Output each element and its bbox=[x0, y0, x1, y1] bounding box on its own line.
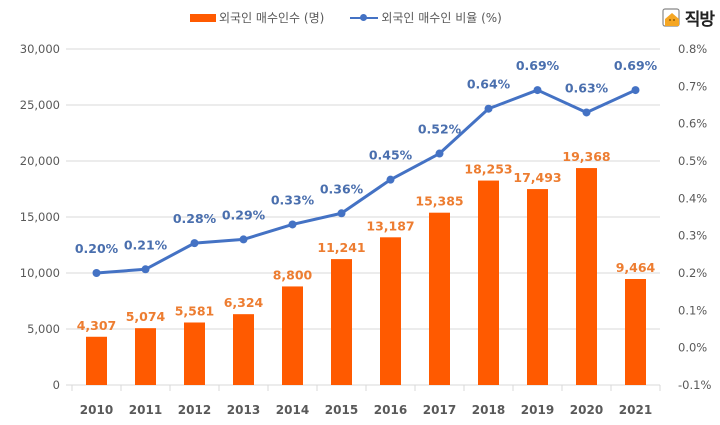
line-point bbox=[239, 235, 248, 244]
legend-item-bar[interactable]: 외국인 매수인수 (명) bbox=[190, 9, 324, 26]
right-axis-tick-label: 0.8% bbox=[678, 42, 707, 56]
line-data-label: 0.21% bbox=[124, 237, 168, 252]
bar bbox=[527, 189, 548, 385]
legend-item-line[interactable]: 외국인 매수인 비율 (%) bbox=[350, 9, 502, 26]
right-axis-tick-label: 0.4% bbox=[678, 191, 707, 205]
line-point bbox=[582, 108, 591, 117]
line-point bbox=[631, 86, 640, 95]
left-axis-tick-label: 10,000 bbox=[20, 266, 60, 280]
line-data-label: 0.63% bbox=[565, 80, 609, 95]
bar-data-label: 8,800 bbox=[273, 267, 313, 282]
left-axis-tick-label: 20,000 bbox=[20, 154, 60, 168]
line-data-label: 0.69% bbox=[614, 58, 658, 73]
bar-data-label: 15,385 bbox=[415, 194, 463, 209]
bar-data-label: 11,241 bbox=[317, 240, 365, 255]
bar bbox=[576, 168, 597, 385]
line-point bbox=[484, 104, 493, 113]
x-axis-tick-label: 2014 bbox=[276, 403, 309, 417]
bar-data-label: 4,307 bbox=[77, 318, 117, 333]
brand-logo: 직방 bbox=[662, 5, 715, 30]
bar bbox=[184, 322, 205, 385]
right-axis-tick-label: 0.6% bbox=[678, 117, 707, 131]
bar-data-label: 5,581 bbox=[175, 303, 215, 318]
bar bbox=[380, 237, 401, 385]
x-axis-tick-label: 2021 bbox=[619, 403, 652, 417]
x-axis-tick-label: 2013 bbox=[227, 403, 260, 417]
line-data-label: 0.52% bbox=[418, 122, 462, 137]
line-point bbox=[190, 239, 199, 248]
line-data-label: 0.45% bbox=[369, 148, 413, 163]
x-axis-tick-label: 2015 bbox=[325, 403, 358, 417]
legend-line-label: 외국인 매수인 비율 (%) bbox=[381, 11, 502, 25]
ratio-line bbox=[96, 88, 637, 275]
right-axis-tick-label: -0.1% bbox=[678, 378, 711, 392]
legend-bar-label: 외국인 매수인수 (명) bbox=[219, 11, 325, 25]
line-point bbox=[533, 86, 542, 95]
bar-data-label: 6,324 bbox=[224, 295, 264, 310]
bar bbox=[282, 286, 303, 385]
right-axis-tick-label: 0.2% bbox=[678, 266, 707, 280]
left-axis-tick-label: 0 bbox=[53, 378, 60, 392]
x-axis-tick-label: 2017 bbox=[423, 403, 456, 417]
line-point bbox=[92, 269, 101, 277]
bar bbox=[233, 314, 254, 385]
right-axis-tick-label: 0.1% bbox=[678, 303, 707, 317]
right-axis-tick-label: 0.3% bbox=[678, 229, 707, 243]
line-data-label: 0.20% bbox=[75, 241, 119, 256]
x-axis-tick-label: 2012 bbox=[178, 403, 211, 417]
left-axis-tick-label: 25,000 bbox=[20, 98, 60, 112]
bar-data-label: 17,493 bbox=[513, 170, 561, 185]
brand-name: 직방 bbox=[684, 10, 715, 30]
bar bbox=[478, 180, 499, 385]
bar bbox=[331, 259, 352, 385]
right-axis-tick-label: 0.7% bbox=[678, 79, 707, 93]
left-axis-tick-label: 30,000 bbox=[20, 42, 60, 56]
house-icon bbox=[662, 7, 682, 28]
line-point bbox=[337, 209, 346, 218]
x-axis-tick-label: 2011 bbox=[129, 403, 162, 417]
line-data-label: 0.28% bbox=[173, 211, 217, 226]
right-axis-tick-label: 0.0% bbox=[678, 341, 707, 355]
line-data-label: 0.29% bbox=[222, 207, 266, 222]
line-data-label: 0.69% bbox=[516, 58, 560, 73]
x-axis-tick-label: 2016 bbox=[374, 403, 407, 417]
bar-data-label: 19,368 bbox=[562, 149, 610, 164]
bar-data-label: 9,464 bbox=[616, 260, 656, 275]
line-point bbox=[386, 175, 395, 184]
legend-line-swatch bbox=[350, 13, 379, 23]
bar bbox=[135, 328, 156, 385]
chart-legend: 외국인 매수인수 (명) 외국인 매수인 비율 (%) bbox=[190, 9, 528, 26]
left-axis-tick-label: 15,000 bbox=[20, 210, 60, 224]
line-point bbox=[435, 149, 444, 158]
x-axis-tick-label: 2019 bbox=[521, 403, 554, 417]
x-axis-tick-label: 2018 bbox=[472, 403, 505, 417]
line-point bbox=[288, 220, 297, 229]
right-axis-tick-label: 0.5% bbox=[678, 154, 707, 168]
line-point bbox=[141, 265, 150, 274]
x-axis-tick-label: 2020 bbox=[570, 403, 603, 417]
bar bbox=[86, 336, 107, 385]
legend-bar-swatch bbox=[190, 13, 216, 22]
bar bbox=[625, 279, 646, 385]
line-data-label: 0.33% bbox=[271, 192, 315, 207]
x-axis-tick-label: 2010 bbox=[80, 403, 113, 417]
bar-data-label: 5,074 bbox=[126, 309, 166, 324]
bar-data-label: 18,253 bbox=[464, 162, 512, 177]
line-data-label: 0.36% bbox=[320, 181, 364, 196]
bar bbox=[429, 212, 450, 385]
line-data-label: 0.64% bbox=[467, 77, 511, 92]
left-axis-tick-label: 5,000 bbox=[27, 322, 60, 336]
bar-data-label: 13,187 bbox=[366, 218, 414, 233]
